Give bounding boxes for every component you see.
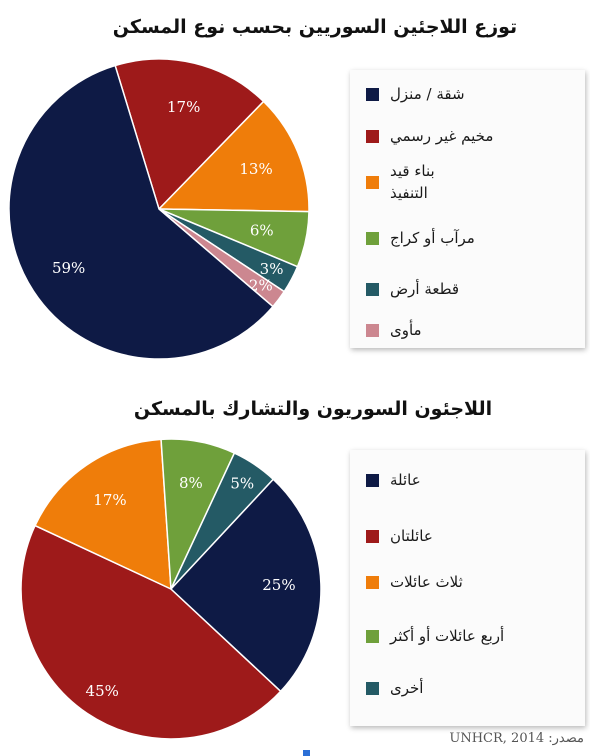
chart2-legend-item-1: عائلتان xyxy=(350,516,585,556)
chart1-title: توزع اللاجئين السوريين بحسب نوع المسكن xyxy=(112,16,518,38)
chart1-data-label-2: 13% xyxy=(239,160,272,178)
chart1-legend-item-0: شقة / منزل xyxy=(350,74,585,114)
chart1-legend-swatch-3 xyxy=(366,231,379,245)
chart2-legend-label-3: أربع عائلات أو أكثر xyxy=(390,627,505,645)
chart2-data-label-3: 8% xyxy=(179,474,203,492)
chart1-legend-swatch-1 xyxy=(366,129,379,143)
chart1-data-label-4: 3% xyxy=(260,260,284,278)
chart2-data-label-2: 17% xyxy=(93,491,126,509)
chart2-pie: 45% 17% 8% 5% 25% xyxy=(20,438,322,740)
chart2-legend-swatch-3 xyxy=(366,629,379,643)
chart2-legend-item-4: أخرى xyxy=(350,668,585,708)
chart1-legend-item-5: مأوى xyxy=(350,310,585,350)
chart1-pie: 17%13%6%3%2%59% xyxy=(8,58,310,360)
chart2-legend-label-2: ثلاث عائلات xyxy=(390,573,463,591)
chart2-data-label-1: 45% xyxy=(86,682,119,700)
chart1-data-label-1: 17% xyxy=(167,98,200,116)
chart2-legend-item-3: أربع عائلات أو أكثر xyxy=(350,616,585,656)
chart1-legend-label-4: قطعة أرض xyxy=(390,280,460,298)
chart2-legend-swatch-2 xyxy=(366,575,379,589)
chart2-legend-swatch-0 xyxy=(366,473,379,487)
chart1-legend-label-5: مأوى xyxy=(390,321,422,339)
chart1-legend-label-0: شقة / منزل xyxy=(390,85,465,103)
chart2-legend-label-4: أخرى xyxy=(390,679,424,697)
chart1-legend-label-1: مخيم غير رسمي xyxy=(390,127,494,145)
chart2-legend-item-0: عائلة xyxy=(350,460,585,500)
chart1-legend-label-3: مرآب أو كراج xyxy=(390,229,475,247)
corner-marker xyxy=(303,750,310,756)
chart1-legend-item-3: مرآب أو كراج xyxy=(350,218,585,258)
source-note: UNHCR, 2014 :مصدر xyxy=(449,731,584,746)
chart1-legend-item-4: قطعة أرض xyxy=(350,269,585,309)
chart2-data-label-4: 5% xyxy=(230,474,254,492)
chart2-title: اللاجئون السوريون والتشارك بالمسكن xyxy=(133,398,493,420)
chart1-legend-swatch-4 xyxy=(366,282,379,296)
chart2-legend-label-0: عائلة xyxy=(390,471,421,489)
chart1-legend-item-2: بناء قيد التنفيذ xyxy=(350,162,585,202)
chart2-legend-swatch-4 xyxy=(366,681,379,695)
chart1-legend-label-2: بناء قيد التنفيذ xyxy=(390,162,435,202)
chart1-slice-0 xyxy=(8,64,274,360)
chart2-data-label-0: 25% xyxy=(262,576,295,594)
chart2-slice-0 xyxy=(169,478,322,693)
chart2-legend: عائلة عائلتان ثلاث عائلات أربع عائلات أو أك… xyxy=(350,450,585,726)
chart1-data-label-3: 6% xyxy=(250,221,274,239)
chart1-data-label-0: 59% xyxy=(52,259,85,277)
chart1-legend: شقة / منزل مخيم غير رسمي بناء قيد التنفيذ م… xyxy=(350,70,585,348)
chart1-legend-item-1: مخيم غير رسمي xyxy=(350,116,585,156)
chart1-legend-swatch-5 xyxy=(366,323,379,337)
chart2-slice-2 xyxy=(34,438,172,591)
chart1-legend-swatch-0 xyxy=(366,87,379,101)
chart1-slice-1 xyxy=(114,58,265,211)
chart1-legend-swatch-2 xyxy=(366,175,379,189)
chart2-slice-1 xyxy=(20,524,282,740)
chart2-legend-swatch-1 xyxy=(366,529,379,543)
chart2-legend-item-2: ثلاث عائلات xyxy=(350,562,585,602)
chart1-slice-2 xyxy=(157,100,310,213)
chart2-legend-label-1: عائلتان xyxy=(390,527,433,545)
